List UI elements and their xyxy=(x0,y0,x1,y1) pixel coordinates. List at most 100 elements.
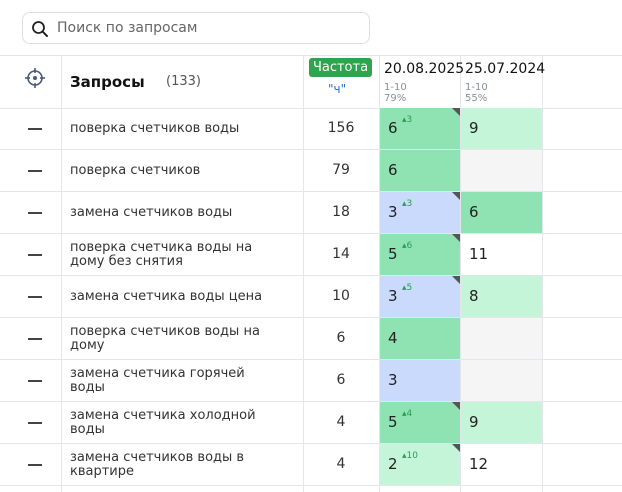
position-delta: ▴6 xyxy=(402,241,413,251)
position-value: 4 xyxy=(388,329,398,347)
query-text[interactable]: поверка счетчика воды на дому без снятия xyxy=(70,240,253,269)
query-text[interactable]: замена счетчика воды цена xyxy=(70,289,263,304)
position-delta: ▴4 xyxy=(402,409,413,419)
frequency-value: 10 xyxy=(332,288,350,304)
table-row: поверка счетчика воды на дому без снятия… xyxy=(0,234,622,276)
position-value: 5 xyxy=(388,413,398,431)
search-icon xyxy=(32,21,48,37)
column-divider xyxy=(303,55,304,492)
minus-icon[interactable] xyxy=(28,464,42,466)
position-cell[interactable]: 12 xyxy=(461,444,542,485)
minus-icon[interactable] xyxy=(28,212,42,214)
date-column-1-stats: 1-10 79% xyxy=(384,82,407,104)
date-column-2-stats: 1-10 55% xyxy=(465,82,488,104)
table-row: поверка счетчиков 79 6 xyxy=(0,150,622,192)
position-value: 2 xyxy=(388,455,398,473)
search-input[interactable] xyxy=(57,18,357,38)
date-column-1-percent: 79% xyxy=(384,93,407,104)
date-column-2-percent: 55% xyxy=(465,93,488,104)
position-cell-empty[interactable] xyxy=(461,360,542,401)
frequency-value: 156 xyxy=(327,120,355,136)
position-delta: ▴3 xyxy=(402,115,413,125)
position-value: 3 xyxy=(388,203,398,221)
date-column-1-title[interactable]: 20.08.2025 xyxy=(384,61,465,77)
position-value: 6 xyxy=(469,203,479,221)
table-row: замена счетчиков воды 18 3 ▴3 6 xyxy=(0,192,622,234)
query-text[interactable]: замена счетчика холодной воды xyxy=(70,408,256,437)
position-value: 8 xyxy=(469,287,479,305)
frequency-value: 14 xyxy=(332,246,350,262)
position-value: 6 xyxy=(388,119,398,137)
minus-icon[interactable] xyxy=(28,422,42,424)
position-cell[interactable]: 5 ▴6 xyxy=(380,234,460,275)
date-column-1-range: 1-10 xyxy=(384,82,407,93)
column-divider xyxy=(460,55,461,492)
corner-marker xyxy=(452,108,460,116)
table-header: Запросы (133) Частота "ч" 20.08.2025 1-1… xyxy=(0,55,622,109)
corner-marker xyxy=(452,234,460,242)
query-text[interactable]: замена счетчика горячей воды xyxy=(70,366,245,395)
query-text[interactable]: замена счетчиков воды xyxy=(70,205,233,220)
frequency-value: 6 xyxy=(336,330,346,346)
position-cell[interactable]: 5 ▴4 xyxy=(380,402,460,443)
table-row: замена счетчика холодной воды 4 5 ▴4 9 xyxy=(0,402,622,444)
minus-icon[interactable] xyxy=(28,170,42,172)
frequency-value: 4 xyxy=(336,414,346,430)
position-cell[interactable]: 9 xyxy=(461,108,542,149)
frequency-type[interactable]: "ч" xyxy=(328,82,347,96)
table-row: замена счетчиков воды в квартире 4 2 ▴10… xyxy=(0,444,622,486)
frequency-value: 6 xyxy=(336,372,346,388)
date-column-2-title[interactable]: 25.07.2024 xyxy=(465,61,546,77)
minus-icon[interactable] xyxy=(28,254,42,256)
minus-icon[interactable] xyxy=(28,338,42,340)
toolbar xyxy=(0,0,622,56)
position-value: 3 xyxy=(388,287,398,305)
position-delta: ▴5 xyxy=(402,283,413,293)
position-delta: ▴3 xyxy=(402,199,413,209)
position-delta: ▴10 xyxy=(402,451,418,461)
query-text[interactable]: поверка счетчиков воды xyxy=(70,121,240,136)
position-cell[interactable]: 3 ▴3 xyxy=(380,192,460,233)
corner-marker xyxy=(452,276,460,284)
position-value: 11 xyxy=(469,245,489,263)
minus-icon[interactable] xyxy=(28,380,42,382)
query-text[interactable]: замена счетчиков воды в квартире xyxy=(70,450,245,479)
position-value: 12 xyxy=(469,455,489,473)
table-row: поверка счетчиков воды на дому 6 4 xyxy=(0,318,622,360)
position-cell[interactable]: 6 xyxy=(461,192,542,233)
position-cell[interactable]: 11 xyxy=(461,234,542,275)
frequency-value: 4 xyxy=(336,456,346,472)
position-cell[interactable]: 6 ▴3 xyxy=(380,108,460,149)
corner-marker xyxy=(452,402,460,410)
table-row: поверка счетчиков воды 156 6 ▴3 9 xyxy=(0,108,622,150)
position-value: 9 xyxy=(469,413,479,431)
position-cell-empty[interactable] xyxy=(461,318,542,359)
position-value: 5 xyxy=(388,245,398,263)
minus-icon[interactable] xyxy=(28,128,42,130)
position-cell[interactable]: 3 ▴5 xyxy=(380,276,460,317)
position-cell[interactable]: 4 xyxy=(380,318,460,359)
frequency-value: 79 xyxy=(332,162,350,178)
position-cell[interactable]: 6 xyxy=(380,150,460,191)
frequency-value: 18 xyxy=(332,204,350,220)
frequency-badge[interactable]: Частота xyxy=(309,58,372,77)
query-text[interactable]: поверка счетчиков воды на дому xyxy=(70,324,260,353)
column-divider xyxy=(379,55,380,492)
query-text[interactable]: поверка счетчиков xyxy=(70,163,201,178)
position-cell[interactable]: 2 ▴10 xyxy=(380,444,460,485)
search-box[interactable] xyxy=(22,12,370,44)
table-row: замена счетчика горячей воды 6 3 xyxy=(0,360,622,402)
position-cell[interactable]: 9 xyxy=(461,402,542,443)
column-divider xyxy=(542,55,543,492)
position-cell-empty[interactable] xyxy=(461,150,542,191)
table-row: замена счетчика воды цена 10 3 ▴5 8 xyxy=(0,276,622,318)
position-cell[interactable]: 8 xyxy=(461,276,542,317)
position-cell[interactable]: 3 xyxy=(380,360,460,401)
target-icon[interactable] xyxy=(24,67,46,89)
queries-count: (133) xyxy=(166,74,201,89)
position-value: 9 xyxy=(469,119,479,137)
position-value: 3 xyxy=(388,371,398,389)
minus-icon[interactable] xyxy=(28,296,42,298)
corner-marker xyxy=(452,444,460,452)
queries-column-title[interactable]: Запросы xyxy=(70,73,145,91)
